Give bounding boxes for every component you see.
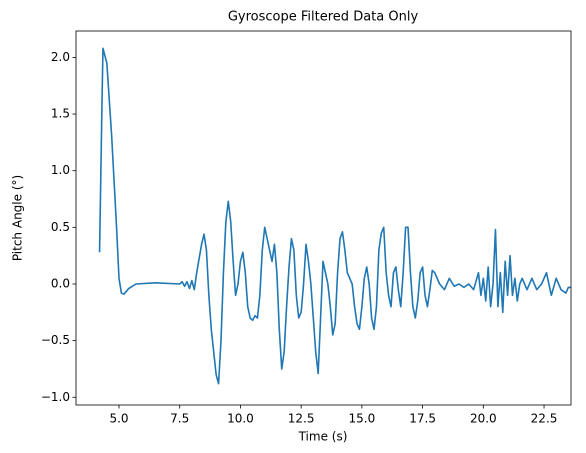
plot-frame bbox=[75, 30, 572, 406]
x-tick-label: 20.0 bbox=[470, 412, 497, 426]
x-axis-label: Time (s) bbox=[298, 430, 348, 444]
x-tick-label: 15.0 bbox=[349, 412, 376, 426]
y-tick-label: −0.5 bbox=[41, 333, 70, 347]
y-tick-label: 0.5 bbox=[51, 220, 70, 234]
y-tick-label: 0.0 bbox=[51, 276, 70, 290]
x-tick-label: 10.0 bbox=[227, 412, 254, 426]
y-tick-label: 1.0 bbox=[51, 163, 70, 177]
data-line bbox=[98, 47, 571, 385]
x-tick-label: 22.5 bbox=[531, 412, 558, 426]
x-tick-label: 12.5 bbox=[288, 412, 315, 426]
y-tick-label: 2.0 bbox=[51, 50, 70, 64]
x-tick-label: 7.5 bbox=[170, 412, 189, 426]
x-tick-label: 5.0 bbox=[109, 412, 128, 426]
chart-title: Gyroscope Filtered Data Only bbox=[228, 10, 419, 25]
x-tick-label: 17.5 bbox=[409, 412, 436, 426]
y-tick-label: −1.0 bbox=[41, 390, 70, 404]
y-axis-label: Pitch Angle (°) bbox=[11, 175, 25, 261]
y-tick-label: 1.5 bbox=[51, 107, 70, 121]
